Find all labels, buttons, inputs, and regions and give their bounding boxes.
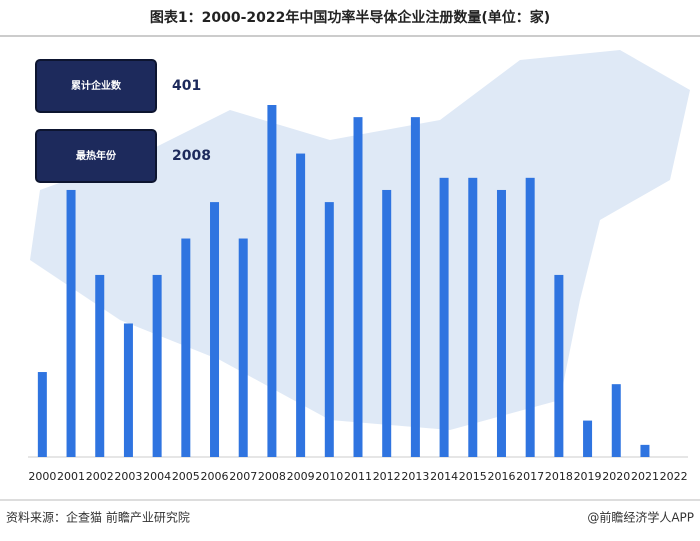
x-tick-label: 2000: [28, 470, 56, 483]
bar: [410, 117, 420, 457]
bar: [210, 202, 220, 457]
stat-box: [35, 129, 157, 183]
x-tick-label: 2022: [660, 470, 688, 483]
bar: [181, 238, 191, 457]
bar: [296, 153, 306, 457]
bar: [525, 177, 535, 458]
x-tick-label: 2014: [430, 470, 458, 483]
x-tick-label: 2008: [258, 470, 286, 483]
bar: [238, 238, 248, 457]
x-tick-label: 2017: [516, 470, 544, 483]
x-tick-label: 2003: [114, 470, 142, 483]
chart-title: 图表1：2000-2022年中国功率半导体企业注册数量(单位：家): [150, 9, 550, 26]
x-tick-label: 2007: [229, 470, 257, 483]
bar: [640, 444, 650, 457]
bar: [123, 323, 133, 457]
bar: [66, 189, 76, 457]
bar: [554, 274, 564, 457]
bar: [439, 177, 449, 458]
x-tick-label: 2020: [602, 470, 630, 483]
x-tick-label: 2012: [373, 470, 401, 483]
x-tick-label: 2018: [545, 470, 573, 483]
stat-value: 401: [172, 78, 201, 94]
bar: [611, 384, 621, 457]
bar: [496, 189, 506, 457]
x-tick-label: 2002: [86, 470, 114, 483]
stat-label: 最热年份: [76, 149, 117, 162]
x-tick-label: 2009: [287, 470, 315, 483]
bar: [382, 189, 392, 457]
bar: [468, 177, 478, 458]
x-tick-label: 2019: [574, 470, 602, 483]
x-tick-label: 2005: [172, 470, 200, 483]
x-tick-label: 2015: [459, 470, 487, 483]
stat-box: [35, 59, 157, 113]
x-tick-label: 2016: [487, 470, 515, 483]
bar: [152, 274, 162, 457]
x-tick-label: 2011: [344, 470, 372, 483]
x-tick-label: 2006: [201, 470, 229, 483]
bar: [324, 202, 334, 457]
bar: [95, 274, 105, 457]
source: 资料来源：企查猫 前瞻产业研究院: [6, 510, 190, 525]
stat-label: 累计企业数: [71, 79, 122, 92]
stat-value: 2008: [172, 148, 211, 164]
x-tick-label: 2021: [631, 470, 659, 483]
brand: @前瞻经济学人APP: [587, 510, 694, 525]
bar: [37, 372, 47, 457]
bar: [583, 420, 593, 457]
x-tick-label: 2001: [57, 470, 85, 483]
x-tick-label: 2004: [143, 470, 171, 483]
x-tick-label: 2010: [315, 470, 343, 483]
x-tick-label: 2013: [401, 470, 429, 483]
bar: [353, 117, 363, 457]
bar: [267, 105, 277, 457]
